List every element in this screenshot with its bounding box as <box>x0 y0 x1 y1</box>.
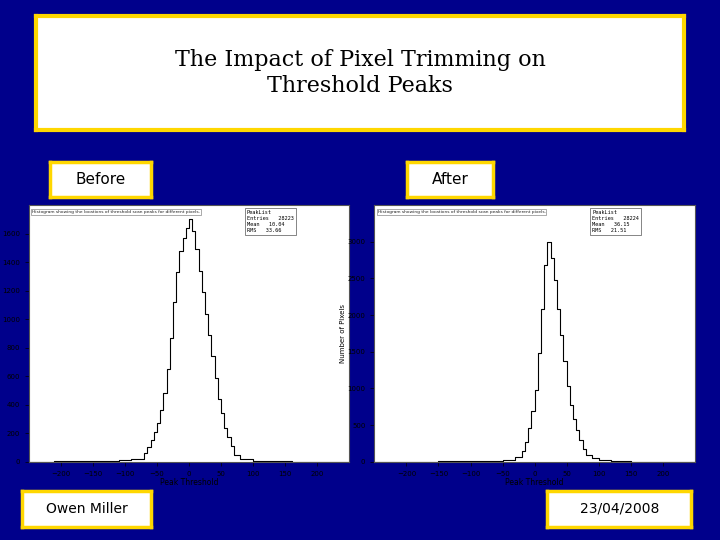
Text: 23/04/2008: 23/04/2008 <box>580 502 659 516</box>
X-axis label: Peak Threshold: Peak Threshold <box>160 478 218 487</box>
X-axis label: Peak Threshold: Peak Threshold <box>505 478 564 487</box>
Text: Histogram showing the locations of threshold scan peaks for different pixels.: Histogram showing the locations of thres… <box>377 210 546 214</box>
Text: Histogram showing the locations of threshold scan peaks for different pixels.: Histogram showing the locations of thres… <box>32 210 200 214</box>
Text: Before: Before <box>76 172 126 187</box>
Text: PeakList
Entries   28223
Mean   10.04
RMS   33.66: PeakList Entries 28223 Mean 10.04 RMS 33… <box>247 210 294 233</box>
Y-axis label: Number of Pixels: Number of Pixels <box>340 304 346 363</box>
Text: Owen Miller: Owen Miller <box>45 502 127 516</box>
Text: After: After <box>431 172 469 187</box>
Text: The Impact of Pixel Trimming on
Threshold Peaks: The Impact of Pixel Trimming on Threshol… <box>174 49 546 97</box>
Text: PeakList
Entries   28224
Mean   36.15
RMS   21.51: PeakList Entries 28224 Mean 36.15 RMS 21… <box>593 210 639 233</box>
